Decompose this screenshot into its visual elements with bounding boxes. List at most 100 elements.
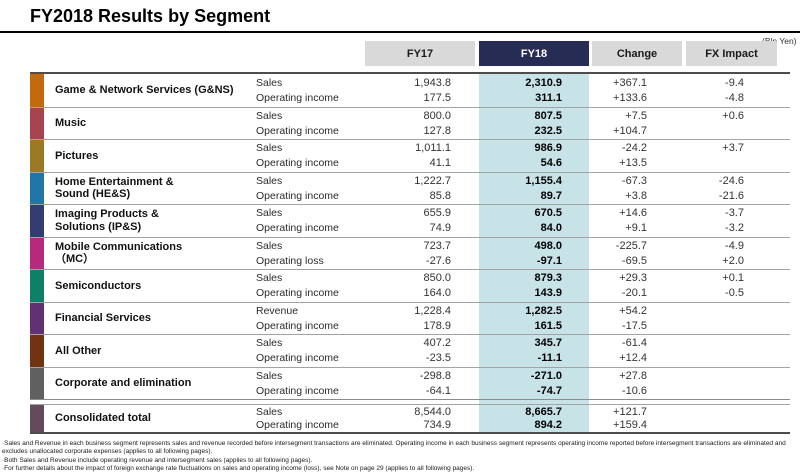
fy17-value: 164.0: [423, 287, 451, 300]
line-item-label: Operating income: [256, 287, 339, 300]
fy18-value: 345.7: [534, 337, 562, 350]
line-item-label: Operating income: [256, 222, 339, 235]
line-item: Operating income 177.5 311.1 +133.6 -4.8: [256, 90, 790, 105]
segment-line-items: Revenue 1,228.4 1,282.5 +54.2 Operating …: [256, 303, 790, 335]
line-item-label: Sales: [256, 337, 283, 350]
line-item-label: Sales: [256, 142, 283, 155]
line-item: Sales 723.7 498.0 -225.7 -4.9: [256, 238, 790, 253]
fy17-value: 41.1: [429, 157, 451, 170]
change-value: +159.4: [613, 419, 647, 432]
line-item: Sales 655.9 670.5 +14.6 -3.7: [256, 206, 790, 221]
line-item-label: Sales: [256, 272, 283, 285]
fx-impact-value: -4.8: [725, 91, 744, 104]
fy18-value: 1,282.5: [525, 304, 562, 317]
segment-name: Imaging Products & Solutions (IP&S): [55, 208, 159, 233]
segment-name: Home Entertainment & Sound (HE&S): [55, 175, 174, 201]
line-item: Sales 407.2 345.7 -61.4: [256, 336, 790, 351]
line-item-label: Sales: [256, 405, 283, 418]
segment-color-bar: [30, 335, 44, 367]
fy18-value: 232.5: [534, 124, 562, 137]
segment-row: Semiconductors Sales 850.0 879.3 +29.3 +…: [30, 269, 790, 302]
change-value: -17.5: [621, 319, 647, 332]
fy18-value: 986.9: [534, 142, 562, 155]
segment-line-items: Sales 800.0 807.5 +7.5 +0.6 Operating in…: [256, 108, 790, 140]
segment-name: Semiconductors: [55, 279, 142, 292]
line-item-label: Operating income: [256, 189, 339, 202]
segment-color-bar: [30, 237, 44, 269]
line-item-label: Sales: [256, 76, 283, 89]
change-value: +104.7: [613, 124, 647, 137]
line-item: Operating income 74.9 84.0 +9.1 -3.2: [256, 221, 790, 236]
segment-color-bar: [30, 107, 44, 139]
footnotes: ·Sales and Revenue in each business segm…: [2, 440, 798, 473]
segment-line-items: Sales 655.9 670.5 +14.6 -3.7 Operating i…: [256, 205, 790, 237]
fy17-value: 178.9: [423, 319, 451, 332]
change-value: -67.3: [621, 174, 647, 187]
segment-line-items: Sales 1,011.1 986.9 -24.2 +3.7 Operating…: [256, 140, 790, 172]
line-item: Sales 850.0 879.3 +29.3 +0.1: [256, 271, 790, 286]
line-item: Operating income 164.0 143.9 -20.1 -0.5: [256, 286, 790, 301]
change-value: +14.6: [619, 207, 647, 220]
fy17-value: 850.0: [423, 272, 451, 285]
line-item-label: Sales: [256, 207, 283, 220]
fy17-value: -27.6: [425, 254, 451, 267]
page-title: FY2018 Results by Segment: [30, 6, 271, 26]
fy17-value: 1,011.1: [415, 142, 451, 155]
line-item-label: Operating income: [256, 419, 339, 432]
line-item: Operating income -23.5 -11.1 +12.4: [256, 351, 790, 366]
segment-rows: Game & Network Services (G&NS) Sales 1,9…: [30, 74, 790, 432]
line-item-label: Sales: [256, 239, 283, 252]
segment-row: Corporate and elimination Sales -298.8 -…: [30, 366, 790, 399]
fx-impact-value: -3.7: [725, 207, 744, 220]
footnote: ·Sales and Revenue in each business segm…: [2, 440, 786, 456]
segment-name: All Other: [55, 344, 102, 357]
fy17-value: 800.0: [423, 109, 451, 122]
line-item-label: Revenue: [256, 304, 299, 317]
segment-row: Imaging Products & Solutions (IP&S) Sale…: [30, 204, 790, 237]
results-table: Game & Network Services (G&NS) Sales 1,9…: [30, 72, 790, 434]
line-item-label: Operating income: [256, 319, 339, 332]
segment-line-items: Sales 1,943.8 2,310.9 +367.1 -9.4 Operat…: [256, 74, 790, 107]
line-item: Sales 1,222.7 1,155.4 -67.3 -24.6: [256, 173, 790, 188]
fx-impact-value: -3.2: [725, 222, 744, 235]
segment-name: Pictures: [55, 149, 99, 162]
segment-row: Financial Services Revenue 1,228.4 1,282…: [30, 301, 790, 335]
segment-color-bar: [30, 270, 44, 302]
segment-name: Corporate and elimination: [55, 377, 192, 389]
line-item: Operating loss -27.6 -97.1 -69.5 +2.0: [256, 253, 790, 268]
change-value: +133.6: [613, 91, 647, 104]
line-item-label: Operating income: [256, 352, 339, 365]
change-value: +7.5: [625, 109, 647, 122]
line-item-label: Sales: [256, 109, 283, 122]
fx-impact-value: -9.4: [725, 76, 744, 89]
line-item-label: Operating income: [256, 157, 339, 170]
segment-name: Game & Network Services (G&NS): [55, 84, 234, 96]
column-header-fy17: FY17: [365, 41, 475, 66]
fy18-value: 84.0: [540, 222, 562, 235]
fx-impact-value: +3.7: [722, 142, 744, 155]
line-item-label: Operating loss: [256, 254, 324, 267]
fy18-value: 894.2: [534, 419, 562, 432]
title-underline: [0, 31, 800, 33]
segment-row: Music Sales 800.0 807.5 +7.5 +0.6 Operat…: [30, 106, 790, 140]
segment-color-bar: [30, 74, 44, 107]
change-value: +29.3: [619, 272, 647, 285]
line-item: Revenue 1,228.4 1,282.5 +54.2: [256, 303, 790, 318]
change-value: +12.4: [619, 352, 647, 365]
fx-impact-value: -24.6: [718, 174, 744, 187]
segment-color-bar: [30, 405, 44, 432]
segment-color-bar: [30, 172, 44, 204]
line-item: Operating income 85.8 89.7 +3.8 -21.6: [256, 188, 790, 203]
segment-row: Pictures Sales 1,011.1 986.9 -24.2 +3.7 …: [30, 139, 790, 172]
fy18-highlight-band: [479, 74, 589, 432]
fy17-value: 177.5: [423, 91, 451, 104]
segment-name: Music: [55, 117, 87, 129]
fy18-value: 54.6: [540, 157, 562, 170]
fy18-value: 670.5: [534, 207, 562, 220]
footnote: ·Both Sales and Revenue include operatin…: [2, 456, 313, 464]
line-item: Sales 1,943.8 2,310.9 +367.1 -9.4: [256, 75, 790, 90]
column-header-change: Change: [592, 41, 682, 66]
fx-impact-value: -4.9: [725, 239, 744, 252]
change-value: -69.5: [621, 254, 647, 267]
fy17-value: 723.7: [423, 239, 451, 252]
